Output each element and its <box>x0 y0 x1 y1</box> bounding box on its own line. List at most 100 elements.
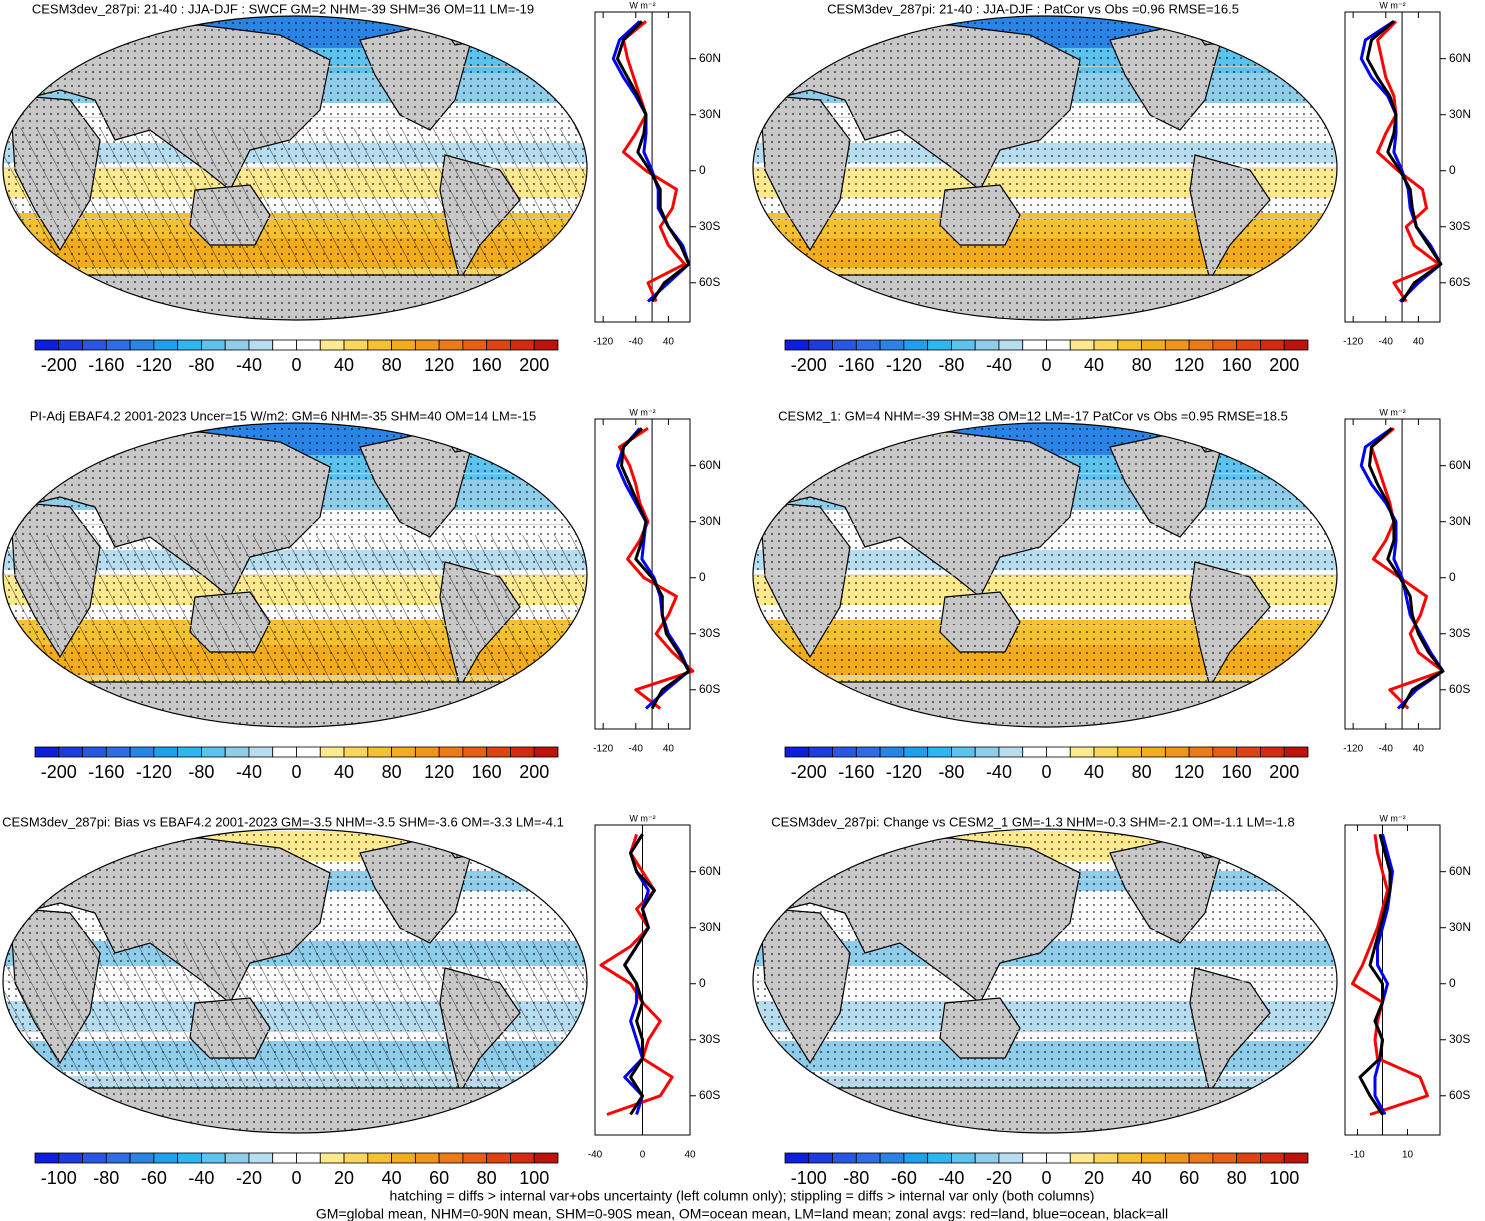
colorbar-label: -40 <box>236 762 262 782</box>
colorbar-box <box>998 339 1024 351</box>
colorbar-box <box>272 746 297 758</box>
colorbar-label: 60 <box>429 1168 449 1188</box>
colorbar-box <box>951 339 976 351</box>
colorbar-box <box>343 746 369 758</box>
map-border <box>2 828 588 1134</box>
colorbar-box <box>1093 339 1119 351</box>
zonal-frame <box>1344 11 1441 323</box>
colorbar-box <box>296 746 321 758</box>
colorbar-box <box>82 1152 107 1164</box>
x-tick-label: -120 <box>593 337 613 348</box>
colorbar-box <box>832 1152 857 1164</box>
colorbar-box <box>391 1152 416 1164</box>
colorbar-label: 120 <box>1174 355 1204 375</box>
colorbar-box <box>462 339 488 351</box>
y-tick-label: 60N <box>699 458 721 472</box>
colorbar-box <box>34 746 60 758</box>
colorbar-box <box>808 1152 833 1164</box>
colorbar-label: -40 <box>236 355 262 375</box>
map <box>3 16 587 320</box>
colorbar-box <box>153 1152 179 1164</box>
colorbar-box <box>1283 1152 1309 1164</box>
colorbar-box <box>1236 339 1261 351</box>
hatching <box>3 128 587 278</box>
y-tick-label: 0 <box>699 570 706 584</box>
colorbar-box <box>1236 746 1261 758</box>
colorbar-box <box>438 339 464 351</box>
colorbar-box <box>1141 746 1166 758</box>
x-tick-label: 40 <box>1413 744 1425 755</box>
colorbar-box <box>879 1152 905 1164</box>
zonal-line <box>615 20 691 303</box>
colorbar-box <box>486 746 511 758</box>
colorbar-box <box>391 339 416 351</box>
y-tick-label: 30N <box>1449 107 1471 121</box>
colorbar-box <box>1164 746 1190 758</box>
colorbar-box <box>414 746 440 758</box>
colorbar-label: -40 <box>986 762 1012 782</box>
colorbar-box <box>129 746 155 758</box>
colorbar-label: -80 <box>188 762 214 782</box>
colorbar-label: 160 <box>472 355 502 375</box>
colorbar-box <box>832 746 857 758</box>
footer-line: GM=global mean, NHM=0-90N mean, SHM=0-90… <box>316 1206 1168 1221</box>
colorbar-label: 40 <box>382 1168 402 1188</box>
y-tick-label: 60N <box>1449 864 1471 878</box>
units-label: W m⁻² <box>629 407 655 417</box>
colorbar-label: -120 <box>136 355 172 375</box>
colorbar-box <box>438 746 464 758</box>
colorbar-box <box>1283 339 1309 351</box>
colorbar-box <box>1212 339 1238 351</box>
colorbar-label: -20 <box>236 1168 262 1188</box>
colorbar-box <box>272 339 297 351</box>
colorbar-box <box>1117 746 1142 758</box>
x-tick-label: -40 <box>588 1150 603 1161</box>
colorbar-label: -200 <box>791 355 827 375</box>
y-tick-label: 60N <box>699 864 721 878</box>
zonal-line <box>1359 20 1443 303</box>
y-tick-label: 60S <box>699 682 720 696</box>
units-label: W m⁻² <box>1379 813 1405 823</box>
colorbar-label: 160 <box>1222 355 1252 375</box>
zonal-line <box>1376 20 1441 303</box>
y-tick-label: 60S <box>1449 1088 1470 1102</box>
colorbar-box <box>224 746 250 758</box>
y-tick-label: 30S <box>1449 626 1470 640</box>
colorbar-box <box>177 1152 202 1164</box>
y-tick-label: 60S <box>699 275 720 289</box>
colorbar-box <box>177 746 202 758</box>
colorbar-label: 80 <box>1132 355 1152 375</box>
colorbar-label: -160 <box>838 762 874 782</box>
colorbar-box <box>1022 746 1047 758</box>
colorbar-box <box>1188 746 1214 758</box>
colorbar-box <box>903 339 929 351</box>
colorbar-label: 40 <box>1084 762 1104 782</box>
y-tick-label: 30N <box>1449 514 1471 528</box>
map-title: CESM2_1: GM=4 NHM=-39 SHM=38 OM=12 LM=-1… <box>778 408 1288 423</box>
x-tick-label: -120 <box>1343 337 1363 348</box>
units-label: W m⁻² <box>629 813 655 823</box>
colorbar-box <box>1117 339 1142 351</box>
colorbar-label: 20 <box>334 1168 354 1188</box>
colorbar-label: -160 <box>88 355 124 375</box>
y-tick-label: 30N <box>699 107 721 121</box>
map-title: CESM3dev_287pi: Bias vs EBAF4.2 2001-202… <box>2 814 564 829</box>
colorbar-box <box>974 1152 1000 1164</box>
colorbar-label: -100 <box>791 1168 827 1188</box>
map-title: CESM3dev_287pi: 21-40 : JJA-DJF : SWCF G… <box>32 1 534 16</box>
zonal-line <box>1351 834 1429 1116</box>
zonal-line <box>1368 427 1445 710</box>
colorbar-box <box>1188 339 1214 351</box>
colorbar-label: -60 <box>141 1168 167 1188</box>
colorbar-box <box>224 1152 250 1164</box>
colorbar-label: -80 <box>188 355 214 375</box>
colorbar-box <box>855 1152 881 1164</box>
colorbar-box <box>201 746 226 758</box>
colorbar-box <box>1164 339 1190 351</box>
map <box>753 423 1337 727</box>
colorbar-label: -80 <box>843 1168 869 1188</box>
colorbar-box <box>903 1152 929 1164</box>
colorbar-label: 40 <box>334 762 354 782</box>
colorbar-box <box>927 746 952 758</box>
colorbar-box <box>105 339 131 351</box>
